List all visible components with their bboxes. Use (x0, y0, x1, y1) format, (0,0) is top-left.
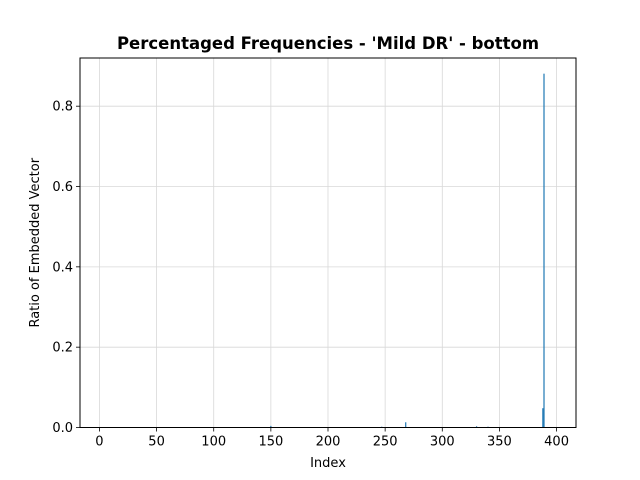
bar (405, 422, 407, 428)
y-axis-title: Ratio of Embedded Vector (28, 157, 43, 327)
y-tick-label: 0.8 (52, 100, 73, 115)
y-tick-label: 0.6 (52, 180, 73, 195)
bar (542, 408, 544, 428)
x-tick-label: 100 (201, 435, 226, 450)
bar (475, 426, 478, 428)
x-tick-label: 200 (316, 435, 341, 450)
x-axis-title: Index (310, 456, 346, 471)
x-tick-label: 50 (148, 435, 165, 450)
y-tick-label: 0.2 (52, 341, 73, 356)
x-tick-label: 150 (258, 435, 283, 450)
x-tick-label: 250 (373, 435, 398, 450)
x-tick-label: 350 (487, 435, 512, 450)
bar (543, 73, 545, 428)
x-axis-ticks: 0 50 100 150 200 250 300 350 400 (95, 427, 569, 450)
y-tick-label: 0.4 (52, 260, 73, 275)
y-tick-label: 0.0 (52, 421, 73, 436)
x-tick-label: 300 (430, 435, 455, 450)
chart-title: Percentaged Frequencies - 'Mild DR' - bo… (117, 34, 539, 53)
bar (270, 425, 272, 428)
x-tick-label: 400 (544, 435, 569, 450)
y-axis-ticks: 0.0 0.2 0.4 0.6 0.8 (52, 100, 80, 436)
x-tick-label: 0 (95, 435, 103, 450)
